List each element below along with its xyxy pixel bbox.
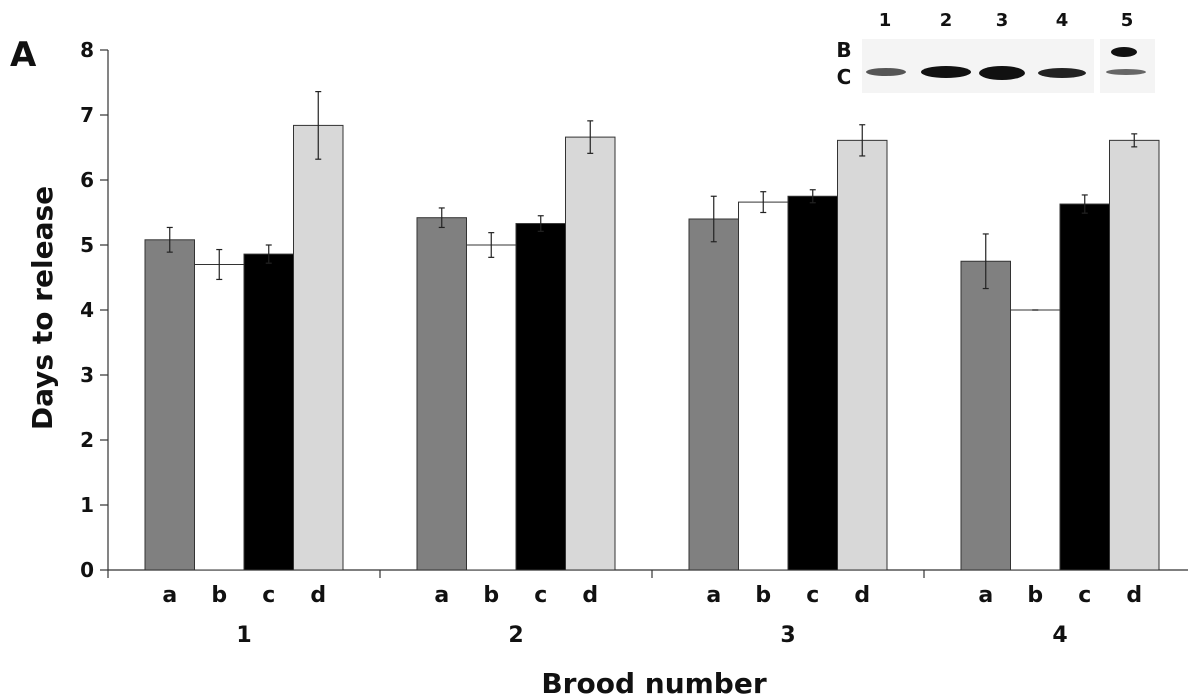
- blot-lane-label: 1: [879, 10, 892, 31]
- x-axis-title: Brood number: [541, 667, 766, 698]
- bar-4-b: [1010, 309, 1061, 571]
- blot-band-c-1: [866, 68, 906, 76]
- blot-band-c-5: [1106, 69, 1146, 75]
- x-axis: [107, 569, 1188, 578]
- group-labels: 1 2 3 4: [236, 623, 1067, 648]
- bar-1-a: [144, 239, 195, 571]
- subcategory-label: a: [978, 583, 993, 608]
- y-tick-label: 6: [80, 168, 94, 192]
- blot-band-b-5: [1111, 47, 1137, 57]
- subcategory-label: d: [582, 583, 598, 608]
- subcategory-label: b: [211, 583, 227, 608]
- bar-1-c: [243, 253, 294, 571]
- bars: [144, 124, 1160, 571]
- bar-3-d: [837, 139, 888, 571]
- group-label: 3: [780, 623, 795, 648]
- blot-lane-label: 2: [940, 10, 953, 31]
- y-tick-label: 7: [80, 103, 94, 127]
- blot-panel-left: [862, 39, 1094, 93]
- bar-3-c: [787, 195, 838, 571]
- subcategory-label: a: [706, 583, 721, 608]
- y-axis-title: Days to release: [26, 186, 59, 430]
- blot-band-c-4: [1038, 68, 1086, 78]
- y-tick-label: 0: [80, 558, 94, 582]
- subcategory-label: c: [1078, 583, 1091, 608]
- group-label: 1: [236, 623, 251, 648]
- bar-1-d: [293, 124, 344, 571]
- subcategory-label: a: [162, 583, 177, 608]
- panel-label: A: [10, 35, 37, 75]
- bar-2-d: [565, 136, 616, 571]
- subcategory-label: d: [310, 583, 326, 608]
- group-label: 4: [1052, 623, 1067, 648]
- blot-band-c-3: [979, 66, 1025, 80]
- y-tick-label: 1: [80, 493, 94, 517]
- blot-lane-labels: 1 2 3 4 5: [879, 10, 1134, 31]
- subcategory-label: d: [1126, 583, 1142, 608]
- subcategory-label: c: [534, 583, 547, 608]
- bar-1-b: [194, 264, 245, 571]
- bar-2-a: [416, 217, 467, 571]
- blot-band-labels: BC: [836, 38, 851, 89]
- bar-4-c: [1059, 203, 1110, 571]
- blot-lane-label: 5: [1121, 10, 1134, 31]
- subcategory-label: c: [262, 583, 275, 608]
- western-blot-inset: 1 2 3 4 5 BC: [836, 10, 1155, 93]
- y-tick-label: 5: [80, 233, 94, 257]
- bar-3-a: [688, 218, 739, 571]
- blot-band-label: C: [837, 65, 852, 89]
- bar-4-d: [1109, 139, 1160, 571]
- y-tick-label: 2: [80, 428, 94, 452]
- subcategory-label: c: [806, 583, 819, 608]
- bar-2-b: [466, 244, 517, 571]
- blot-band-c-2: [921, 66, 971, 78]
- bar-2-c: [515, 223, 566, 571]
- error-bars: [166, 90, 1138, 311]
- y-tick-label: 3: [80, 363, 94, 387]
- bar-3-b: [738, 201, 789, 571]
- blot-lane-label: 3: [996, 10, 1009, 31]
- y-tick-label: 4: [80, 298, 94, 322]
- subcategory-label: d: [854, 583, 870, 608]
- group-label: 2: [508, 623, 523, 648]
- subcategory-label: b: [483, 583, 499, 608]
- blot-panel-right: [1100, 39, 1155, 93]
- blot-lane-label: 4: [1056, 10, 1069, 31]
- y-tick-label: 8: [80, 38, 94, 62]
- bar-4-a: [960, 260, 1011, 571]
- subcategory-label: b: [755, 583, 771, 608]
- subcategory-label: b: [1027, 583, 1043, 608]
- blot-band-label: B: [836, 38, 851, 62]
- y-axis: 0 1 2 3 4 5 6 7 8: [80, 38, 109, 582]
- subcategory-label: a: [434, 583, 449, 608]
